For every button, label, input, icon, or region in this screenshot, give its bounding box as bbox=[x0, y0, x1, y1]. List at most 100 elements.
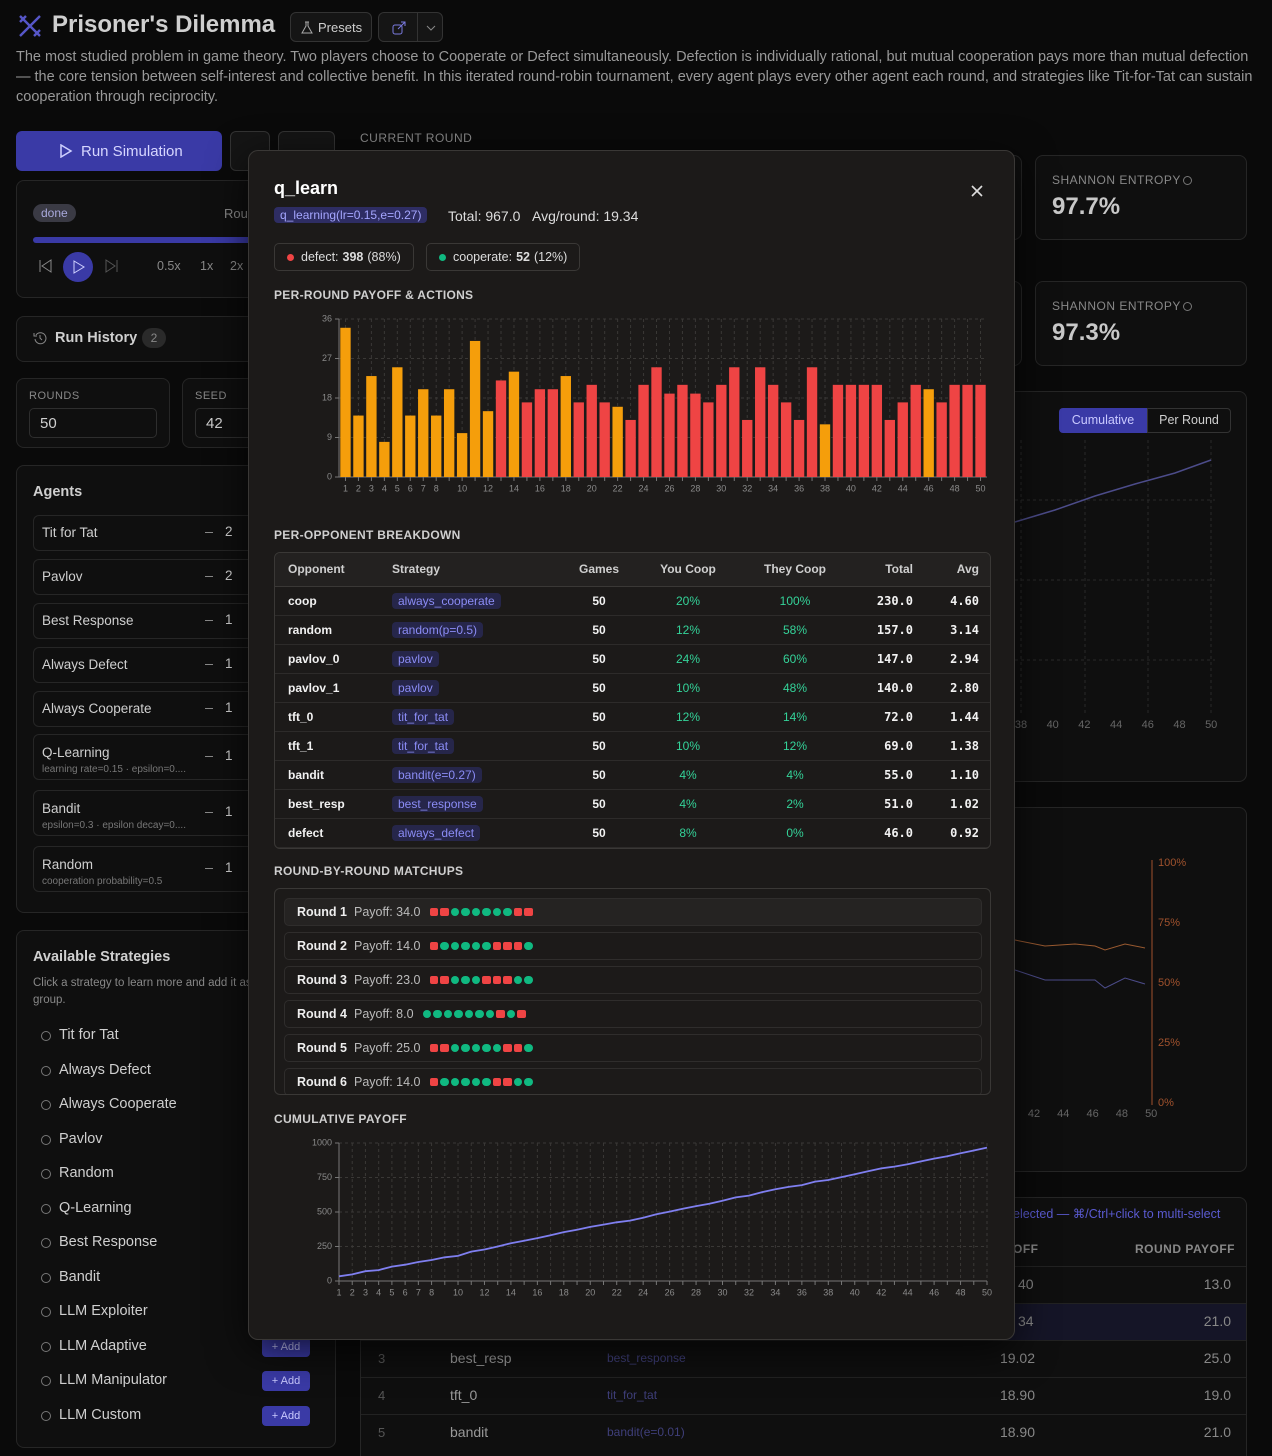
round-label: Round 2 bbox=[297, 939, 347, 953]
games: 50 bbox=[547, 731, 651, 760]
strategy-name[interactable]: Best Response bbox=[59, 1234, 157, 1250]
avg-round: Avg/round: 19.34 bbox=[532, 208, 638, 224]
y-tick-label: 25% bbox=[1158, 1037, 1180, 1049]
presets-button[interactable]: Presets bbox=[290, 12, 372, 42]
x-tick-label: 40 bbox=[850, 1287, 860, 1297]
y-tick-label: 18 bbox=[322, 392, 332, 402]
bar bbox=[677, 385, 687, 477]
close-button[interactable] bbox=[970, 184, 984, 198]
matchup-row[interactable]: Round 1Payoff: 34.0 bbox=[284, 898, 982, 926]
action-dot bbox=[482, 942, 491, 951]
decrement[interactable] bbox=[205, 756, 213, 757]
bar bbox=[522, 402, 532, 477]
bar bbox=[561, 376, 571, 477]
decrement[interactable] bbox=[205, 708, 213, 709]
agent-name: Best Response bbox=[42, 613, 134, 628]
share-button[interactable] bbox=[378, 12, 418, 42]
strategy-tag: bandit(e=0.01) bbox=[607, 1425, 685, 1439]
y-tick-label: 75% bbox=[1158, 917, 1180, 929]
column-header: ROUND PAYOFF bbox=[1135, 1242, 1235, 1256]
decrement[interactable] bbox=[205, 664, 213, 665]
strategy-name[interactable]: LLM Custom bbox=[59, 1407, 141, 1423]
strategy-name[interactable]: Q-Learning bbox=[59, 1200, 132, 1216]
bar bbox=[936, 402, 946, 477]
bar bbox=[431, 416, 441, 477]
action-dot bbox=[514, 908, 523, 917]
matchup-row[interactable]: Round 5Payoff: 25.0 bbox=[284, 1034, 982, 1062]
run-button[interactable]: Run Simulation bbox=[16, 131, 222, 171]
action-dot bbox=[482, 1044, 491, 1053]
matchup-row[interactable]: Round 2 Payoff: 14.0 bbox=[284, 932, 982, 960]
x-tick-label: 22 bbox=[612, 1287, 622, 1297]
bar bbox=[405, 416, 415, 477]
badge-label: defect: bbox=[301, 250, 339, 264]
action-dot bbox=[461, 942, 470, 951]
strategy-name[interactable]: Pavlov bbox=[59, 1131, 103, 1147]
x-tick-label: 34 bbox=[770, 1287, 780, 1297]
leaderboard-row[interactable] bbox=[361, 1377, 1246, 1414]
decrement[interactable] bbox=[205, 812, 213, 813]
speed-option[interactable]: 2x bbox=[230, 259, 243, 273]
matchup-row[interactable]: Round 4Payoff: 8.0 bbox=[284, 1000, 982, 1028]
avg: 4.60 bbox=[926, 586, 991, 615]
x-tick-label: 8 bbox=[429, 1287, 434, 1297]
toggle-cumulative[interactable]: Cumulative bbox=[1059, 408, 1147, 433]
bar bbox=[651, 367, 661, 477]
breakdown-table: OpponentStrategyGamesYou CoopThey CoopTo… bbox=[275, 553, 991, 848]
matchup-line: Round 3Payoff: 23.0 bbox=[297, 973, 533, 987]
description: The most studied problem in game theory.… bbox=[16, 47, 1256, 107]
speed-option[interactable]: 0.5x bbox=[157, 259, 181, 273]
strategy-name[interactable]: LLM Adaptive bbox=[59, 1338, 147, 1354]
strategy-cell: always_defect bbox=[379, 818, 547, 847]
bar bbox=[755, 367, 765, 477]
bar bbox=[846, 385, 856, 477]
skip-back[interactable] bbox=[38, 259, 54, 273]
matchup-row[interactable]: Round 3Payoff: 23.0 bbox=[284, 966, 982, 994]
bar bbox=[470, 341, 480, 477]
decrement[interactable] bbox=[205, 868, 213, 869]
strategy-name[interactable]: LLM Exploiter bbox=[59, 1303, 148, 1319]
presets-label: Presets bbox=[318, 20, 362, 35]
rounds-input[interactable]: 50 bbox=[29, 408, 157, 438]
share-icon bbox=[391, 20, 407, 36]
matchup-row[interactable]: Round 6Payoff: 14.0 bbox=[284, 1068, 982, 1095]
entropy-value: 97.7% bbox=[1052, 193, 1120, 221]
add-strategy[interactable]: + Add bbox=[262, 1371, 310, 1391]
skip-forward[interactable] bbox=[103, 259, 119, 273]
section-title: CUMULATIVE PAYOFF bbox=[274, 1112, 407, 1126]
strategy-name[interactable]: Always Cooperate bbox=[59, 1096, 177, 1112]
strategy-name[interactable]: Random bbox=[59, 1165, 114, 1181]
payoff-label: Payoff: 14.0 bbox=[354, 939, 421, 953]
add-strategy[interactable]: + Add bbox=[262, 1406, 310, 1426]
you-coop: 4% bbox=[651, 760, 725, 789]
decrement[interactable] bbox=[205, 620, 213, 621]
round-payoff: 25.0 bbox=[1170, 1350, 1231, 1366]
y-tick-label: 250 bbox=[317, 1241, 332, 1251]
bar bbox=[625, 420, 635, 477]
agent-name: Tit for Tat bbox=[42, 525, 98, 540]
x-tick-label: 40 bbox=[1046, 719, 1060, 731]
bar bbox=[859, 385, 869, 477]
play-icon bbox=[59, 144, 73, 158]
total: 140.0 bbox=[865, 673, 926, 702]
action-dot bbox=[493, 942, 502, 951]
toggle-per-round[interactable]: Per Round bbox=[1147, 408, 1231, 433]
strategy-name[interactable]: LLM Manipulator bbox=[59, 1372, 167, 1388]
speed-option[interactable]: 1x bbox=[200, 259, 213, 273]
leaderboard-row[interactable] bbox=[361, 1414, 1246, 1451]
x-tick-label: 34 bbox=[768, 483, 778, 493]
decrement[interactable] bbox=[205, 532, 213, 533]
strategy-name[interactable]: Always Defect bbox=[59, 1062, 151, 1078]
x-tick-label: 18 bbox=[559, 1287, 569, 1297]
share-dropdown[interactable] bbox=[417, 12, 443, 42]
avg-payoff: 40 bbox=[1018, 1276, 1034, 1292]
strategy-name[interactable]: Bandit bbox=[59, 1269, 100, 1285]
games: 50 bbox=[547, 615, 651, 644]
you-coop: 24% bbox=[651, 644, 725, 673]
decrement[interactable] bbox=[205, 576, 213, 577]
strategy-name[interactable]: Tit for Tat bbox=[59, 1027, 119, 1043]
payoff-chart: 0918273612345678101214161820222426283032… bbox=[274, 306, 994, 501]
info-icon bbox=[41, 1411, 51, 1421]
play-button[interactable] bbox=[63, 252, 93, 282]
games: 50 bbox=[547, 702, 651, 731]
